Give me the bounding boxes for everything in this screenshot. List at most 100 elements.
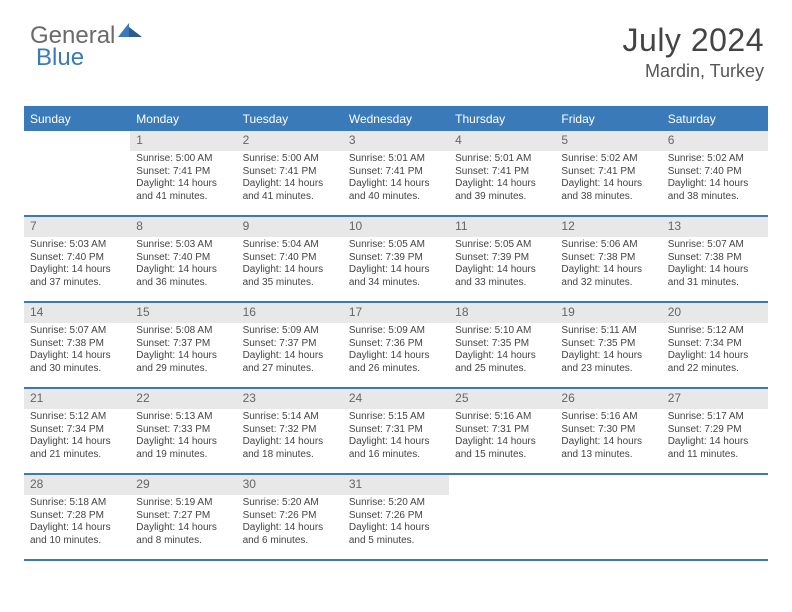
calendar-cell: 3Sunrise: 5:01 AMSunset: 7:41 PMDaylight… [343,131,449,217]
sunrise-line: Sunrise: 5:11 AM [561,325,655,338]
daylight-line: Daylight: 14 hours and 15 minutes. [455,436,549,461]
sunrise-line: Sunrise: 5:05 AM [455,239,549,252]
calendar-cell [449,475,555,561]
sunset-line: Sunset: 7:37 PM [243,338,337,351]
sunset-line: Sunset: 7:40 PM [243,252,337,265]
sunset-line: Sunset: 7:35 PM [455,338,549,351]
day-number: 1 [130,131,236,151]
sunset-line: Sunset: 7:26 PM [349,510,443,523]
sunrise-line: Sunrise: 5:10 AM [455,325,549,338]
calendar-cell: 24Sunrise: 5:15 AMSunset: 7:31 PMDayligh… [343,389,449,475]
day-number: 11 [449,217,555,237]
sunset-line: Sunset: 7:41 PM [455,166,549,179]
sunset-line: Sunset: 7:38 PM [668,252,762,265]
day-number: 26 [555,389,661,409]
daylight-line: Daylight: 14 hours and 29 minutes. [136,350,230,375]
day-details: Sunrise: 5:06 AMSunset: 7:38 PMDaylight:… [555,237,661,293]
day-number: 10 [343,217,449,237]
sunset-line: Sunset: 7:41 PM [136,166,230,179]
sunset-line: Sunset: 7:38 PM [30,338,124,351]
sunset-line: Sunset: 7:32 PM [243,424,337,437]
sunrise-line: Sunrise: 5:12 AM [668,325,762,338]
day-details: Sunrise: 5:01 AMSunset: 7:41 PMDaylight:… [449,151,555,207]
day-details: Sunrise: 5:05 AMSunset: 7:39 PMDaylight:… [449,237,555,293]
sunset-line: Sunset: 7:41 PM [561,166,655,179]
sunset-line: Sunset: 7:37 PM [136,338,230,351]
day-number: 15 [130,303,236,323]
day-number: 31 [343,475,449,495]
day-details: Sunrise: 5:17 AMSunset: 7:29 PMDaylight:… [662,409,768,465]
sunset-line: Sunset: 7:30 PM [561,424,655,437]
calendar-cell: 13Sunrise: 5:07 AMSunset: 7:38 PMDayligh… [662,217,768,303]
calendar-cell: 19Sunrise: 5:11 AMSunset: 7:35 PMDayligh… [555,303,661,389]
calendar-cell [662,475,768,561]
day-number: 12 [555,217,661,237]
day-details: Sunrise: 5:03 AMSunset: 7:40 PMDaylight:… [130,237,236,293]
sunrise-line: Sunrise: 5:15 AM [349,411,443,424]
day-details: Sunrise: 5:04 AMSunset: 7:40 PMDaylight:… [237,237,343,293]
calendar-cell [24,131,130,217]
brand-part2: Blue [36,44,84,72]
daylight-line: Daylight: 14 hours and 37 minutes. [30,264,124,289]
calendar-cell: 11Sunrise: 5:05 AMSunset: 7:39 PMDayligh… [449,217,555,303]
day-number: 30 [237,475,343,495]
calendar-cell: 17Sunrise: 5:09 AMSunset: 7:36 PMDayligh… [343,303,449,389]
day-details: Sunrise: 5:00 AMSunset: 7:41 PMDaylight:… [237,151,343,207]
day-number: 17 [343,303,449,323]
sunrise-line: Sunrise: 5:05 AM [349,239,443,252]
calendar-cell: 9Sunrise: 5:04 AMSunset: 7:40 PMDaylight… [237,217,343,303]
weekday-header: Friday [555,108,661,131]
day-number: 8 [130,217,236,237]
calendar-cell: 27Sunrise: 5:17 AMSunset: 7:29 PMDayligh… [662,389,768,475]
calendar-cell: 1 Sunrise: 5:00 AMSunset: 7:41 PMDaylight… [130,131,236,217]
daylight-line: Daylight: 14 hours and 21 minutes. [30,436,124,461]
calendar-cell: 8Sunrise: 5:03 AMSunset: 7:40 PMDaylight… [130,217,236,303]
daylight-line: Daylight: 14 hours and 25 minutes. [455,350,549,375]
calendar-cell: 7Sunrise: 5:03 AMSunset: 7:40 PMDaylight… [24,217,130,303]
day-details: Sunrise: 5:12 AMSunset: 7:34 PMDaylight:… [662,323,768,379]
day-number: 24 [343,389,449,409]
day-number: 2 [237,131,343,151]
day-details: Sunrise: 5:19 AMSunset: 7:27 PMDaylight:… [130,495,236,551]
daylight-line: Daylight: 14 hours and 32 minutes. [561,264,655,289]
sunset-line: Sunset: 7:35 PM [561,338,655,351]
sunset-line: Sunset: 7:31 PM [349,424,443,437]
calendar-cell: 18Sunrise: 5:10 AMSunset: 7:35 PMDayligh… [449,303,555,389]
day-number: 5 [555,131,661,151]
daylight-line: Daylight: 14 hours and 41 minutes. [136,178,230,203]
day-details: Sunrise: 5:09 AMSunset: 7:37 PMDaylight:… [237,323,343,379]
day-number: 25 [449,389,555,409]
daylight-line: Daylight: 14 hours and 38 minutes. [668,178,762,203]
day-details: Sunrise: 5:05 AMSunset: 7:39 PMDaylight:… [343,237,449,293]
day-details: Sunrise: 5:02 AMSunset: 7:40 PMDaylight:… [662,151,768,207]
weekday-header: Tuesday [237,108,343,131]
calendar-cell: 21Sunrise: 5:12 AMSunset: 7:34 PMDayligh… [24,389,130,475]
sunset-line: Sunset: 7:34 PM [30,424,124,437]
day-number: 22 [130,389,236,409]
daylight-line: Daylight: 14 hours and 8 minutes. [136,522,230,547]
day-number: 27 [662,389,768,409]
day-number: 3 [343,131,449,151]
sunrise-line: Sunrise: 5:03 AM [30,239,124,252]
day-number: 9 [237,217,343,237]
day-details: Sunrise: 5:20 AMSunset: 7:26 PMDaylight:… [343,495,449,551]
daylight-line: Daylight: 14 hours and 35 minutes. [243,264,337,289]
calendar-cell: 16Sunrise: 5:09 AMSunset: 7:37 PMDayligh… [237,303,343,389]
weekday-header: Saturday [662,108,768,131]
day-details: Sunrise: 5:03 AMSunset: 7:40 PMDaylight:… [24,237,130,293]
sunrise-line: Sunrise: 5:00 AM [136,153,230,166]
sunset-line: Sunset: 7:40 PM [136,252,230,265]
daylight-line: Daylight: 14 hours and 11 minutes. [668,436,762,461]
calendar-cell: 23Sunrise: 5:14 AMSunset: 7:32 PMDayligh… [237,389,343,475]
calendar-cell: 20Sunrise: 5:12 AMSunset: 7:34 PMDayligh… [662,303,768,389]
daylight-line: Daylight: 14 hours and 27 minutes. [243,350,337,375]
calendar-cell: 30Sunrise: 5:20 AMSunset: 7:26 PMDayligh… [237,475,343,561]
sunset-line: Sunset: 7:36 PM [349,338,443,351]
sunrise-line: Sunrise: 5:00 AM [243,153,337,166]
calendar-header-row: SundayMondayTuesdayWednesdayThursdayFrid… [24,108,768,131]
calendar-cell: 22Sunrise: 5:13 AMSunset: 7:33 PMDayligh… [130,389,236,475]
calendar-cell: 14Sunrise: 5:07 AMSunset: 7:38 PMDayligh… [24,303,130,389]
daylight-line: Daylight: 14 hours and 18 minutes. [243,436,337,461]
day-details: Sunrise: 5:16 AMSunset: 7:30 PMDaylight:… [555,409,661,465]
day-details: Sunrise: 5:18 AMSunset: 7:28 PMDaylight:… [24,495,130,551]
